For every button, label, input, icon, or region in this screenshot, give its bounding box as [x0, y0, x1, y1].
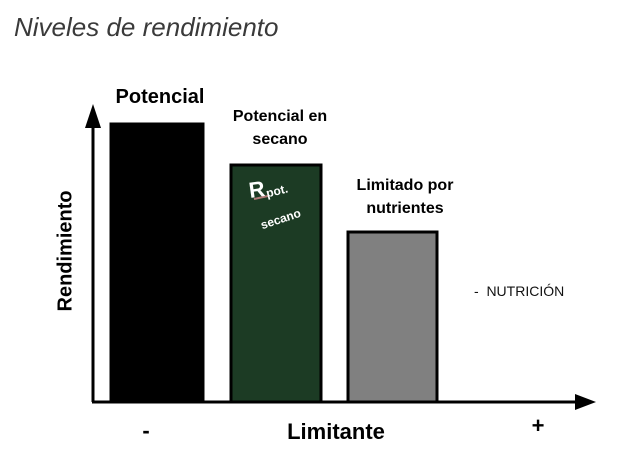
x-max-label: + [531, 413, 545, 438]
bar-label-limitado-1: Limitado por [356, 177, 454, 194]
bar-label-potencial-secano-2: secano [252, 131, 308, 148]
bar-limitado-nutrientes [346, 230, 439, 404]
x-min-label: - [142, 418, 150, 443]
bar-label-potencial-secano-1: Potencial en [232, 108, 328, 125]
page-title: Niveles de rendimiento [14, 12, 279, 42]
r-underline [253, 195, 269, 200]
x-axis-label: Limitante [287, 419, 385, 444]
nutricion-note: - NUTRICIÓN [474, 283, 565, 299]
bar-potencial-secano [229, 163, 323, 404]
bar-potencial [109, 122, 205, 404]
y-axis-label: Rendimiento [54, 190, 77, 312]
bar-label-potencial: Potencial [115, 86, 205, 108]
y-axis-arrow-icon [85, 104, 101, 128]
x-axis-arrow-icon [575, 394, 596, 410]
bar-label-limitado-2: nutrientes [366, 200, 444, 217]
r-pot-symbol: R [247, 176, 267, 203]
